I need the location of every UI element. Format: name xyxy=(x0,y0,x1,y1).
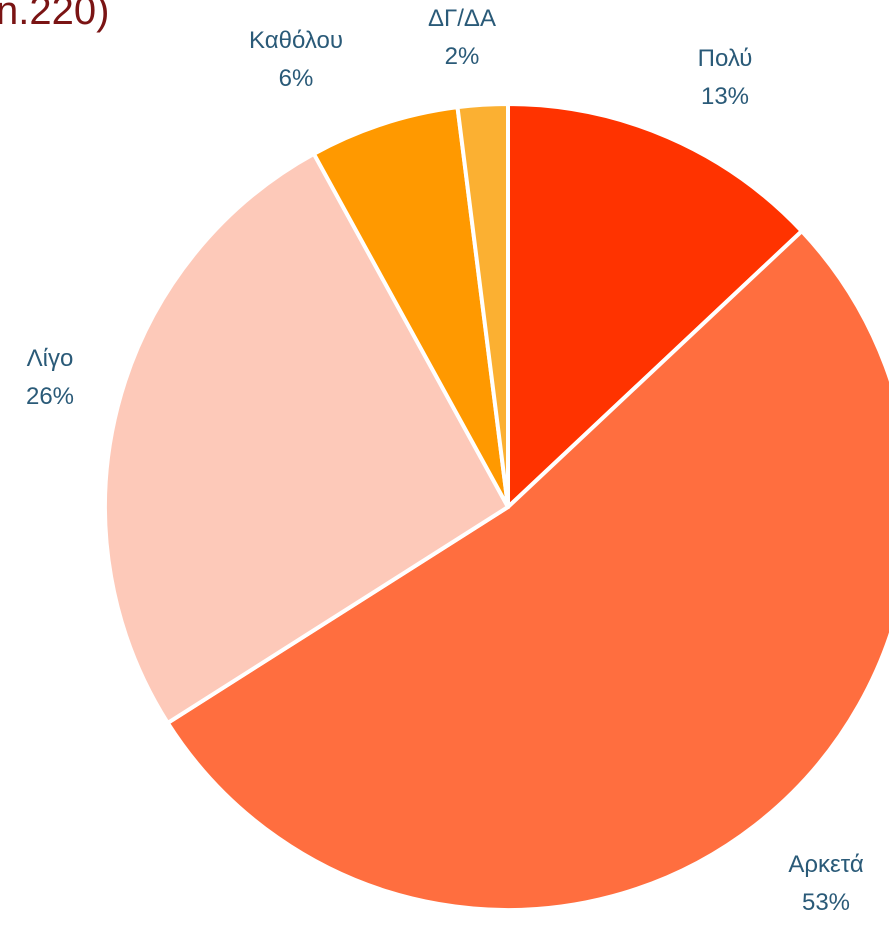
pie-slice xyxy=(506,102,804,509)
pie-slice xyxy=(103,151,510,725)
slice-value-label: 13% xyxy=(701,83,749,110)
slice-value-label: 53% xyxy=(802,889,850,916)
slice-value-label: 2% xyxy=(445,43,480,70)
slice-label: Λίγο xyxy=(27,345,74,372)
pie-slice xyxy=(311,105,510,509)
slice-label: Καθόλου xyxy=(249,27,343,54)
chart-title: n.220) xyxy=(0,0,109,33)
slice-value-label: 26% xyxy=(26,383,74,410)
slice-label: ΔΓ/ΔΑ xyxy=(428,5,496,32)
slice-label: Αρκετά xyxy=(788,851,864,878)
pie-slice xyxy=(165,229,889,912)
slice-value-label: 6% xyxy=(279,65,314,92)
slice-label: Πολύ xyxy=(698,45,753,72)
pie-slice xyxy=(455,102,510,509)
